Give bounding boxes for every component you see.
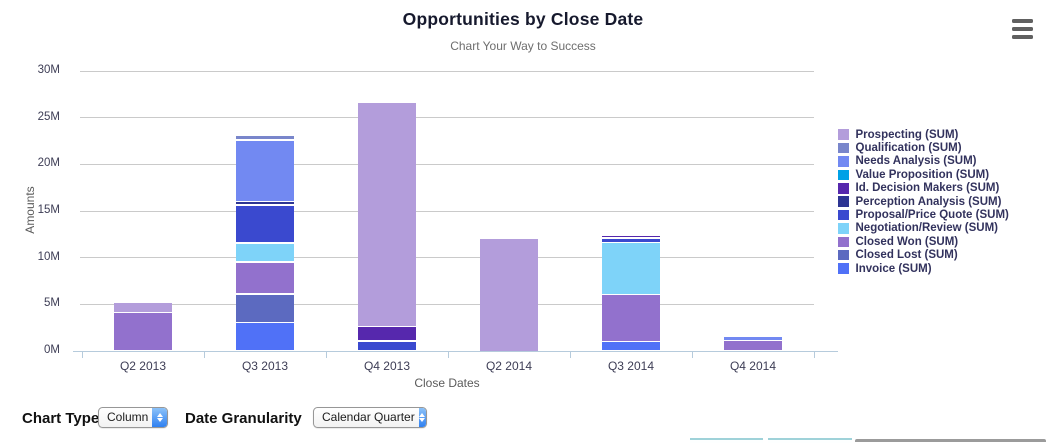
legend-label: Closed Lost (SUM) — [855, 249, 958, 262]
bar-segment-id-decision-makers[interactable] — [602, 236, 660, 238]
hamburger-bar — [1012, 19, 1033, 24]
x-axis-category-label: Q3 2014 — [607, 359, 655, 373]
bar-segment-proposal-price-quote[interactable] — [236, 205, 294, 243]
hamburger-menu-icon[interactable] — [1012, 19, 1033, 39]
bar-segment-negotiation-review[interactable] — [236, 243, 294, 262]
bar-segment-prospecting[interactable] — [358, 103, 416, 326]
y-axis-tick-label: 25M — [37, 110, 60, 123]
x-axis-title: Close Dates — [414, 376, 480, 390]
bar-segment-prospecting[interactable] — [480, 238, 538, 351]
legend-item-perception-analysis[interactable]: Perception Analysis (SUM) — [838, 195, 1009, 208]
legend-label: Closed Won (SUM) — [855, 235, 959, 248]
bar-segment-needs-analysis[interactable] — [724, 336, 782, 340]
select-stepper-icon — [418, 408, 426, 427]
x-axis-tick — [692, 352, 693, 358]
y-axis-tick-label: 20M — [37, 157, 60, 170]
y-axis-tick-label: 10M — [37, 250, 60, 263]
x-axis-line — [73, 350, 838, 352]
bar-segment-perception-analysis[interactable] — [236, 202, 294, 205]
date-granularity-label: Date Granularity — [185, 410, 302, 427]
bar-segment-proposal-price-quote[interactable] — [358, 341, 416, 351]
legend-swatch — [838, 196, 849, 207]
legend-item-negotiation-review[interactable]: Negotiation/Review (SUM) — [838, 222, 1009, 235]
bar-segment-id-decision-makers[interactable] — [358, 327, 416, 341]
legend-label: Needs Analysis (SUM) — [855, 155, 977, 168]
legend-swatch — [838, 169, 849, 181]
legend-item-needs-analysis[interactable]: Needs Analysis (SUM) — [838, 155, 1009, 168]
bar-segment-closed-won[interactable] — [236, 262, 294, 294]
x-axis-tick — [448, 352, 449, 358]
hamburger-bar — [1012, 26, 1033, 31]
bar-segment-needs-analysis[interactable] — [236, 140, 294, 201]
legend-item-invoice[interactable]: Invoice (SUM) — [838, 262, 1009, 275]
legend-item-value-proposition[interactable]: Value Proposition (SUM) — [838, 168, 1009, 181]
legend-swatch — [838, 223, 849, 234]
clipped-gray-bar — [855, 439, 1046, 442]
legend-item-proposal-price-quote[interactable]: Proposal/Price Quote (SUM) — [838, 208, 1009, 221]
gridline — [80, 70, 814, 72]
bar-segment-closed-won[interactable] — [602, 295, 660, 341]
date-granularity-selected-value: Calendar Quarter — [322, 410, 415, 424]
legend-label: Proposal/Price Quote (SUM) — [855, 209, 1009, 222]
x-axis-category-label: Q4 2014 — [729, 359, 777, 373]
legend-label: Prospecting (SUM) — [855, 128, 959, 141]
y-axis-tick-label: 0M — [44, 344, 60, 356]
x-axis-tick — [814, 352, 815, 358]
chart-legend: Prospecting (SUM) Qualification (SUM) Need… — [838, 128, 1009, 275]
chart-type-label: Chart Type — [22, 410, 100, 427]
legend-label: Value Proposition (SUM) — [855, 168, 990, 181]
legend-item-closed-won[interactable]: Closed Won (SUM) — [838, 235, 1009, 248]
x-axis-tick — [204, 352, 205, 358]
bar-segment-invoice[interactable] — [602, 342, 660, 351]
gridline — [80, 117, 814, 119]
chart-type-select[interactable]: Column — [98, 407, 168, 428]
bar-segment-qualification[interactable] — [236, 135, 294, 140]
legend-label: Qualification (SUM) — [855, 142, 962, 155]
bar-segment-invoice[interactable] — [236, 323, 294, 351]
gridline — [80, 210, 814, 212]
legend-swatch — [838, 209, 849, 221]
legend-swatch — [838, 249, 849, 261]
legend-label: Negotiation/Review (SUM) — [855, 222, 998, 235]
gridline — [80, 163, 814, 165]
legend-swatch — [838, 236, 849, 248]
legend-item-id-decision-makers[interactable]: Id. Decision Makers (SUM) — [838, 182, 1009, 195]
x-axis-category-label: Q4 2013 — [363, 359, 411, 373]
legend-swatch — [838, 263, 849, 274]
legend-item-prospecting[interactable]: Prospecting (SUM) — [838, 128, 1009, 141]
legend-label: Invoice (SUM) — [855, 262, 932, 275]
page-title: Opportunities by Close Date — [402, 9, 644, 29]
x-axis-category-label: Q3 2013 — [241, 359, 289, 373]
x-axis-category-label: Q2 2013 — [119, 359, 167, 373]
x-axis-category-label: Q2 2014 — [485, 359, 533, 373]
legend-item-qualification[interactable]: Qualification (SUM) — [838, 141, 1009, 154]
bar-segment-closed-lost[interactable] — [236, 294, 294, 323]
chart-type-selected-value: Column — [107, 410, 149, 424]
bar-segment-closed-won[interactable] — [724, 341, 782, 351]
page-subtitle: Chart Your Way to Success — [450, 39, 596, 53]
bar-segment-negotiation-review[interactable] — [602, 243, 660, 295]
x-axis-tick — [570, 352, 571, 358]
bar-segment-prospecting[interactable] — [114, 302, 172, 312]
gridline — [80, 257, 814, 259]
hamburger-bar — [1012, 34, 1033, 39]
x-axis-tick — [82, 352, 83, 358]
y-axis-tick-label: 30M — [37, 64, 60, 76]
y-axis-tick-label: 5M — [44, 297, 60, 310]
y-axis-tick-label: 15M — [37, 204, 60, 216]
legend-swatch — [838, 142, 849, 154]
gridline — [80, 303, 814, 305]
legend-label: Id. Decision Makers (SUM) — [855, 182, 1000, 195]
bar-segment-closed-won[interactable] — [114, 313, 172, 351]
date-granularity-select[interactable]: Calendar Quarter — [313, 407, 427, 428]
legend-swatch — [838, 156, 849, 167]
bar-segment-proposal-price-quote[interactable] — [602, 238, 660, 242]
legend-swatch — [838, 129, 849, 140]
x-axis-tick — [326, 352, 327, 358]
legend-item-closed-lost[interactable]: Closed Lost (SUM) — [838, 249, 1009, 262]
select-stepper-icon — [152, 408, 167, 427]
legend-label: Perception Analysis (SUM) — [855, 195, 1002, 208]
legend-swatch — [838, 183, 849, 194]
